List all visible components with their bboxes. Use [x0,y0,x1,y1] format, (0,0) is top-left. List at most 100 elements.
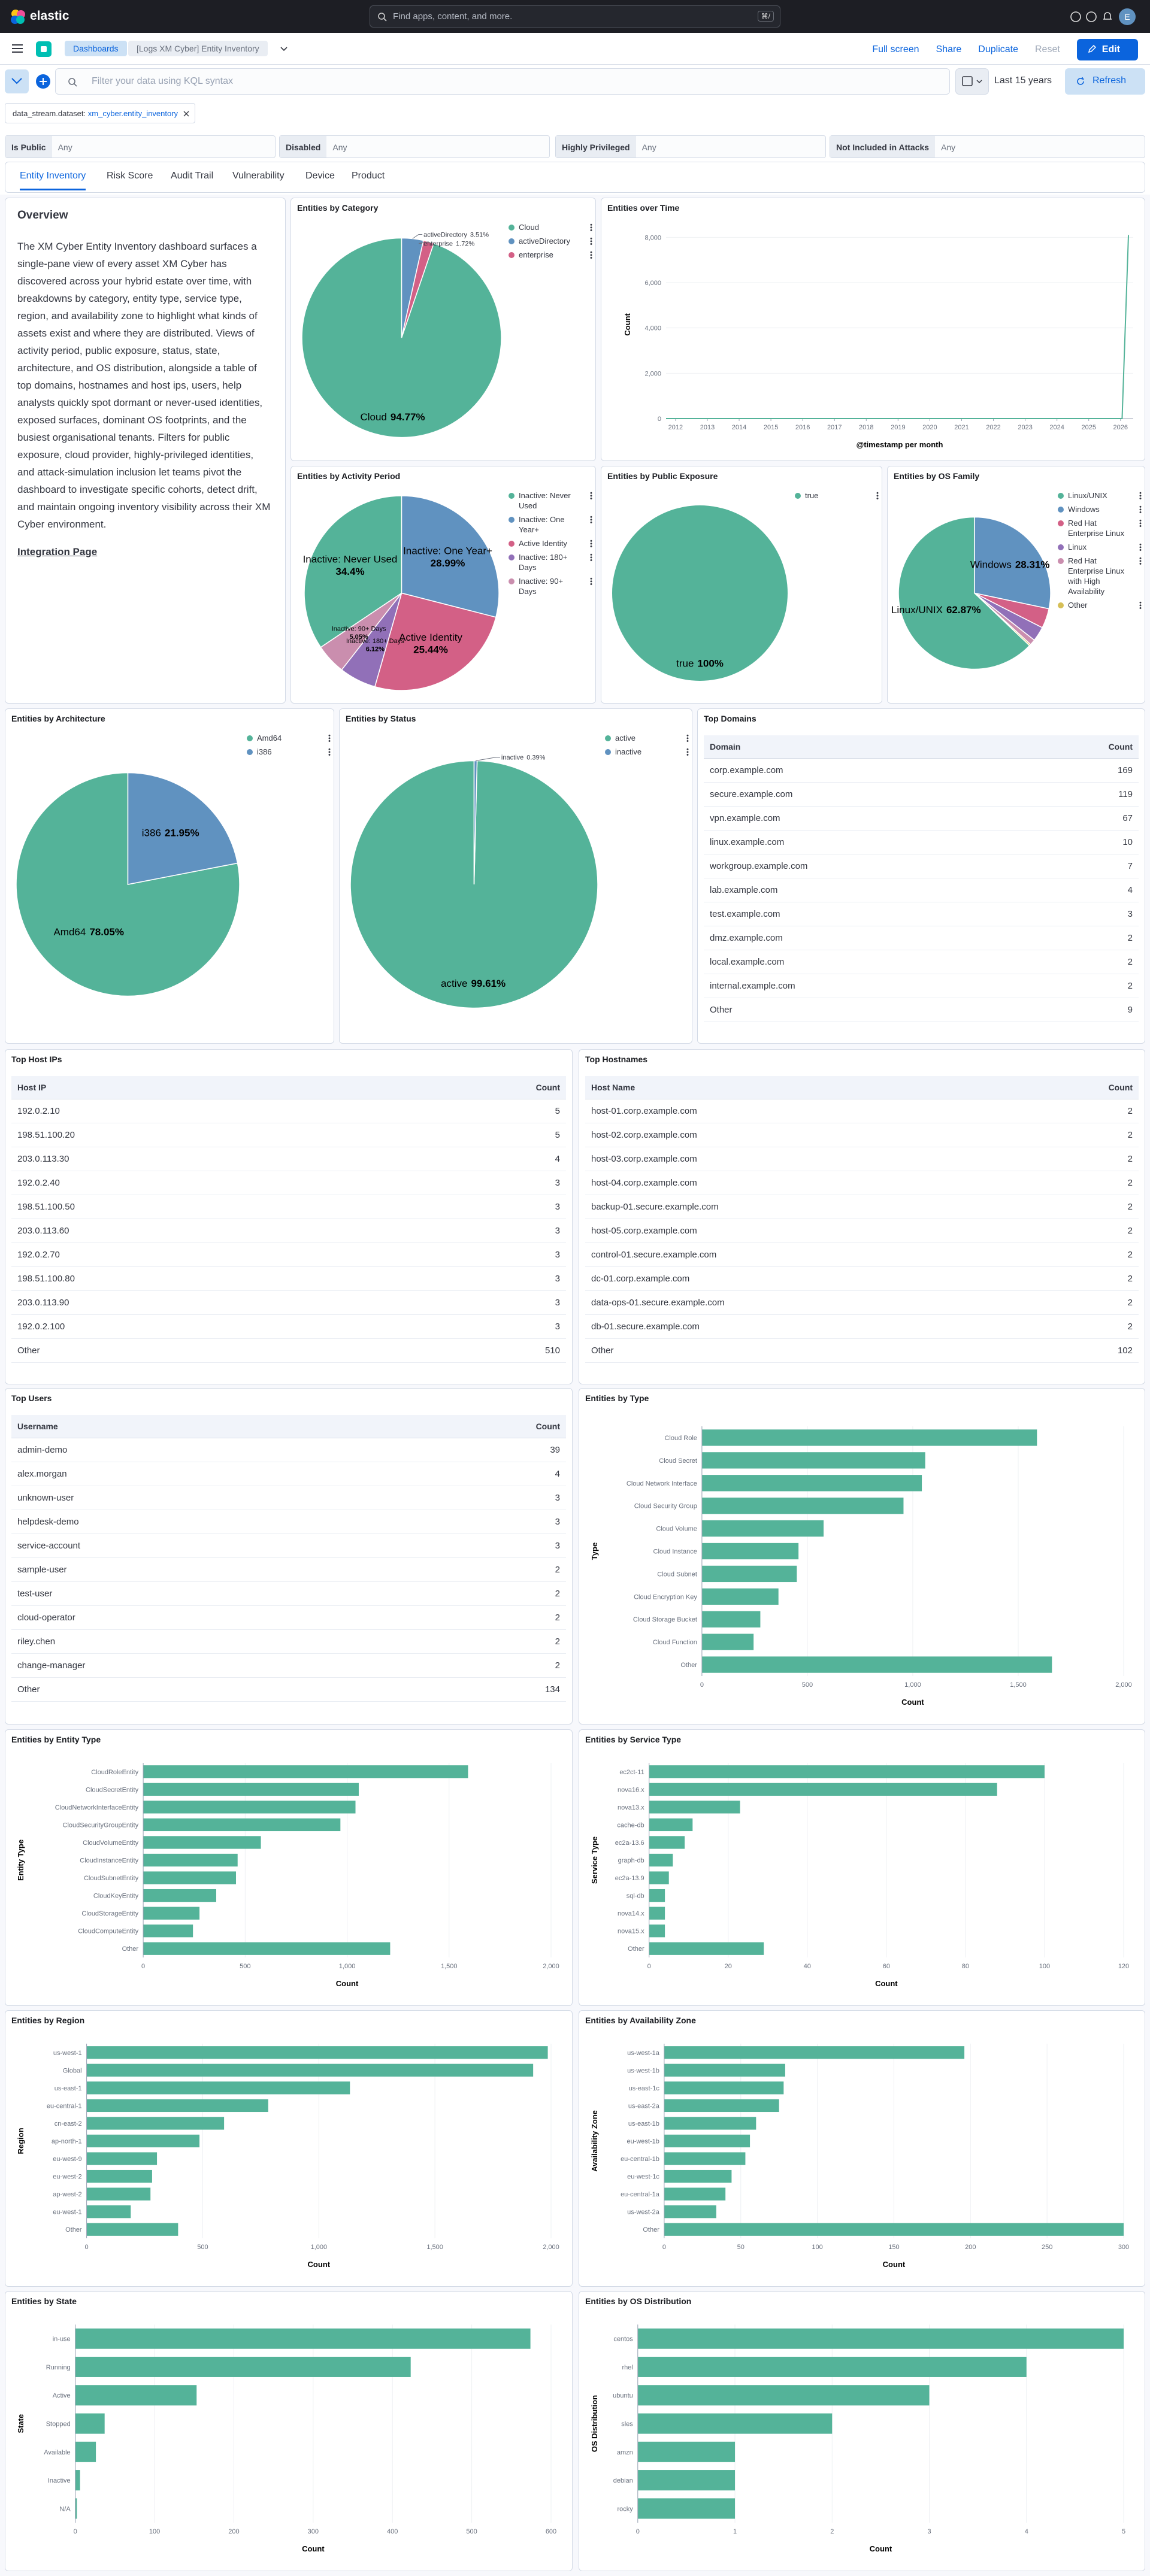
table-cell: 2 [1028,1123,1139,1147]
action[interactable]: Full screen [872,44,919,54]
column-header[interactable]: Count [376,1076,566,1099]
avatar[interactable]: E [1119,8,1136,25]
edit-button[interactable]: Edit [1076,39,1138,60]
table-row: alex.morgan 4 [11,1462,566,1486]
bar [143,1942,391,1955]
bar [143,1836,261,1849]
control[interactable]: Is Public Any [5,135,276,158]
slice-value: 25.44% [413,644,448,655]
refresh-button[interactable]: Refresh [1065,68,1145,95]
nav-bar: Dashboards [Logs XM Cyber] Entity Invent… [0,33,1150,65]
y-tick-label: N/A [59,2505,71,2513]
integration-link[interactable]: Integration Page [17,546,98,557]
column-header[interactable]: Count [393,1415,566,1438]
query-input[interactable]: Filter your data using KQL syntax [55,68,950,95]
legend: Cloud activeDirectory enterprise [509,222,592,263]
action[interactable]: Reset [1034,44,1060,54]
breadcrumb[interactable]: [Logs XM Cyber] Entity Inventory [128,41,268,56]
panel: Top Host IPs Host IP Count 192.0.2.10 5 198.5… [5,1049,573,1384]
table-cell: workgroup.example.com [704,854,1031,878]
table-cell: riley.chen [11,1629,394,1654]
x-tick-label: 1,500 [441,1963,458,1970]
column-header[interactable]: Host Name [585,1076,1028,1099]
legend-swatch [1058,493,1064,499]
panel: Entities by State 0 100 200 300 400 500 600 in-u… [5,2291,573,2571]
tab[interactable]: Risk Score [107,171,153,181]
shortcut: ⌘/ [757,11,774,22]
chart: Cloud 94.77% activeDirectory 3.51% enterpris… [301,232,502,438]
tab[interactable]: Device [305,171,335,181]
x-tick-label: 50 [737,2244,745,2251]
control[interactable]: Highly Privileged Any [555,135,826,158]
table-body: admin-demo 39 alex.morgan 4 unknown-user 3 hel… [11,1438,566,1702]
app-icon[interactable] [36,41,52,57]
bar [637,2498,736,2519]
control-value: Any [941,143,956,152]
x-tick-label: 2024 [1049,424,1064,431]
tab[interactable]: Entity Inventory [20,171,86,190]
logo[interactable] [10,8,26,25]
chevron[interactable] [279,45,289,53]
legend-swatch [1058,507,1064,513]
y-tick-label: graph-db [618,1857,644,1865]
panel-title: Entities by Architecture [11,714,105,723]
table-cell: vpn.example.com [704,806,1031,831]
action[interactable]: Duplicate [978,44,1018,54]
y-tick-label: Inactive [48,2477,71,2484]
remove-icon[interactable] [183,111,189,117]
bar [637,2413,833,2434]
menu-icon[interactable] [11,43,24,54]
filter-pill[interactable]: data_stream.dataset: xm_cyber.entity_inv… [5,103,196,123]
control[interactable]: Not Included in Attacks Any [830,135,1145,158]
column-header[interactable]: Domain [704,735,1031,759]
breadcrumb[interactable]: Dashboards [65,41,127,56]
column-header[interactable]: Host IP [11,1076,376,1099]
panel-title: Top Domains [704,714,756,723]
slice-name: Amd64 [53,926,86,938]
overview-panel: Overview The XM Cyber Entity Inventory d… [5,198,286,704]
action[interactable]: Share [936,44,962,54]
global-search[interactable]: Find apps, content, and more. ⌘/ [370,5,780,28]
table-cell: 3 [393,1510,566,1534]
table-cell: 3 [376,1219,566,1243]
query-buttons[interactable] [5,68,53,95]
panel-title: Entities by Public Exposure [607,471,718,481]
bar [143,1853,238,1867]
column-header[interactable]: Count [1028,1076,1139,1099]
tab[interactable]: Product [352,171,385,181]
table-cell: 3 [376,1171,566,1195]
search-icon [378,13,387,22]
column-header[interactable]: Count [1031,735,1139,759]
y-tick-label: CloudSecurityGroupEntity [63,1822,139,1829]
bar [664,2117,756,2130]
tab[interactable]: Vulnerability [232,171,285,181]
panel: Top Users Username Count admin-demo 39 alex.m… [5,1388,573,1725]
time-range[interactable]: Last 15 years [994,75,1052,86]
y-tick-label: eu-west-1 [53,2209,81,2216]
table-head: Domain Count [704,735,1139,759]
table-row: dc-01.corp.example.com 2 [585,1266,1139,1291]
control-value: Any [58,143,72,152]
y-axis-label: Type [590,1542,599,1560]
x-tick-label: 0 [700,1681,704,1689]
y-tick-label: us-west-1 [53,2050,82,2057]
chart: 0 500 1,000 1,500 2,000 Cloud Role Cloud Secre… [590,1426,1132,1707]
y-tick-label: Cloud Encryption Key [634,1593,697,1601]
slice-value: 94.77% [391,411,425,423]
table-cell: 2 [1031,926,1139,950]
table-cell: host-04.corp.example.com [585,1171,1028,1195]
table-row: unknown-user 3 [11,1486,566,1510]
header-icons[interactable] [1070,10,1113,24]
x-tick-label: 1,000 [339,1963,356,1970]
tab[interactable]: Audit Trail [171,171,214,181]
table-cell: host-01.corp.example.com [585,1099,1028,1123]
column-header[interactable]: Username [11,1415,394,1438]
y-tick-label: Cloud Volume [656,1526,697,1533]
date-quick-menu[interactable] [955,68,989,95]
panel: Entities by Category Cloud 94.77% activeDir… [290,198,596,461]
y-tick-label: Other [65,2226,82,2233]
control[interactable]: Disabled Any [279,135,550,158]
x-tick-label: 150 [888,2244,899,2251]
table-cell: 134 [393,1677,566,1702]
x-tick-label: 1,000 [904,1681,921,1689]
